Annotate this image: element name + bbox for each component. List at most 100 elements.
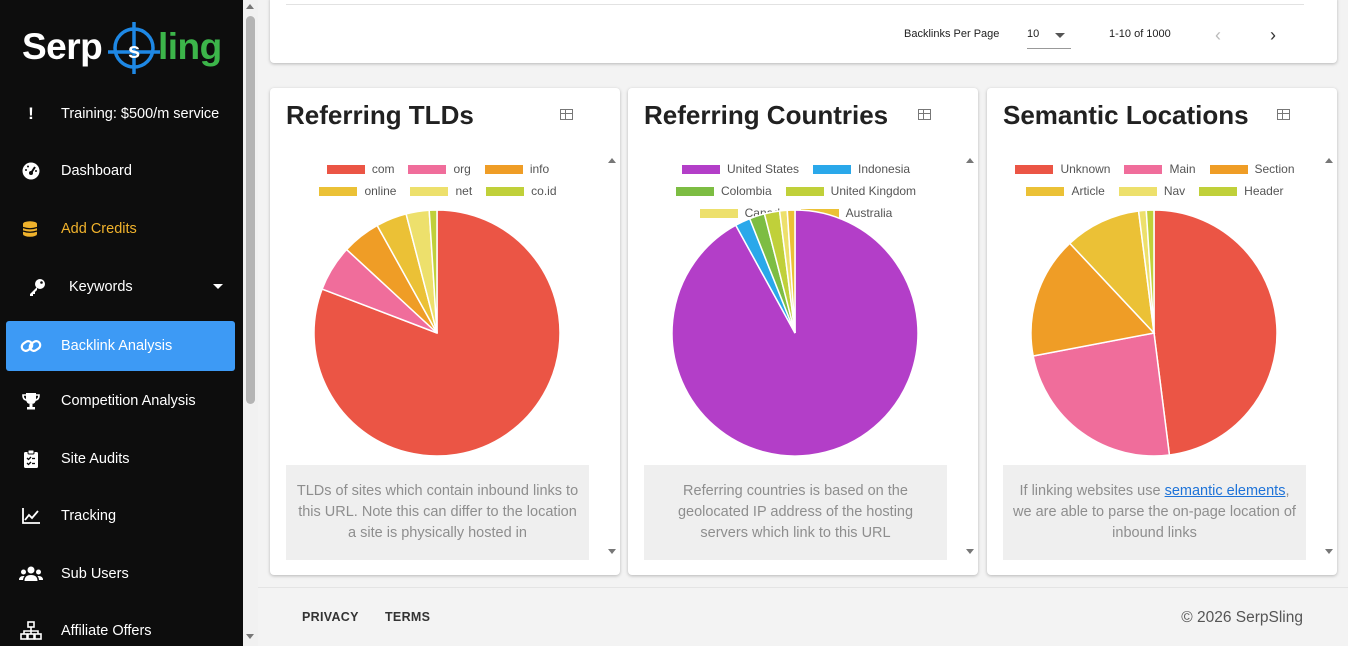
chart-description: TLDs of sites which contain inbound link…	[286, 465, 589, 560]
sidebar-item-keywords[interactable]: Keywords	[6, 262, 235, 312]
sidebar-item-dashboard[interactable]: Dashboard	[6, 146, 235, 196]
speedometer-icon	[6, 161, 56, 181]
copyright-text: © 2026 SerpSling	[1181, 609, 1303, 626]
legend-swatch	[484, 164, 523, 174]
legend-item[interactable]: United Kingdom	[785, 184, 916, 198]
legend-swatch	[326, 164, 365, 174]
scroll-up-icon[interactable]	[1325, 158, 1333, 163]
legend-label: info	[529, 162, 550, 176]
legend-swatch	[1124, 164, 1163, 174]
per-page-select[interactable]: 10	[1027, 23, 1071, 49]
sidebar-item-tracking[interactable]: Tracking	[6, 491, 235, 541]
per-page-value: 10	[1027, 28, 1040, 40]
footer: PRIVACY TERMS © 2026 SerpSling	[258, 587, 1348, 646]
legend-item[interactable]: Unknown	[1015, 162, 1110, 176]
legend-label: Indonesia	[858, 162, 911, 176]
scroll-up-icon[interactable]	[966, 158, 974, 163]
scroll-down-icon[interactable]	[246, 634, 254, 639]
legend-item[interactable]: United States	[681, 162, 799, 176]
chart-description: Referring countries is based on the geol…	[644, 465, 947, 560]
legend-item[interactable]: Header	[1199, 184, 1284, 198]
legend-label: Colombia	[720, 184, 772, 198]
sidebar-item-label: Sub Users	[61, 566, 129, 582]
sidebar-item-competition-analysis[interactable]: Competition Analysis	[6, 376, 235, 426]
legend-row: com org info	[270, 162, 606, 176]
pie-slice-section[interactable]	[1030, 242, 1156, 357]
sidebar-item-label: Competition Analysis	[61, 393, 196, 409]
legend-swatch	[1209, 164, 1248, 174]
legend-item[interactable]: Article	[1026, 184, 1105, 198]
terms-link[interactable]: TERMS	[385, 610, 431, 624]
scroll-up-icon[interactable]	[246, 4, 254, 9]
pie-slice-co-id[interactable]	[428, 209, 438, 334]
pie-slice-header[interactable]	[1145, 209, 1155, 334]
scrollbar-thumb[interactable]	[246, 16, 255, 404]
legend-swatch	[785, 186, 824, 196]
key-icon	[6, 277, 56, 297]
link-icon	[6, 336, 56, 356]
referring-tlds-card: Referring TLDs com org info online net co.id …	[270, 88, 620, 575]
legend-item[interactable]: Colombia	[675, 184, 772, 198]
serpsling-logo[interactable]: Serp s ling	[22, 18, 222, 78]
legend-label: United States	[726, 162, 799, 176]
table-view-icon[interactable]	[1277, 109, 1290, 120]
legend-label: online	[364, 184, 397, 198]
pie-chart	[671, 209, 919, 457]
sidebar-item-label: Dashboard	[61, 163, 132, 179]
sidebar-item-label: Keywords	[69, 279, 133, 295]
scroll-up-icon[interactable]	[608, 158, 616, 163]
crosshair-icon: s	[108, 22, 160, 74]
sidebar-item-label: Backlink Analysis	[61, 338, 173, 354]
legend-swatch	[1026, 186, 1065, 196]
sidebar-item-training[interactable]: ! Training: $500/m service	[6, 89, 235, 139]
semantic-elements-link[interactable]: semantic elements	[1164, 483, 1286, 499]
page-scrollbar[interactable]	[243, 0, 258, 646]
pie-slice-australia[interactable]	[786, 209, 796, 334]
logo-text-s: s	[128, 38, 140, 63]
privacy-link[interactable]: PRIVACY	[302, 610, 359, 624]
referring-countries-card: Referring Countries United States Indones…	[628, 88, 978, 575]
legend-label: Section	[1254, 162, 1295, 176]
scroll-down-icon[interactable]	[1325, 549, 1333, 554]
legend-swatch	[699, 208, 738, 218]
legend-item[interactable]: com	[326, 162, 394, 176]
clipboard-icon	[6, 449, 56, 469]
chevron-left-icon[interactable]: ‹	[1215, 25, 1221, 45]
table-view-icon[interactable]	[560, 109, 573, 120]
sidebar-item-sub-users[interactable]: Sub Users	[6, 549, 235, 599]
legend-item[interactable]: Nav	[1118, 184, 1186, 198]
pie-slice-unknown[interactable]	[1153, 209, 1278, 456]
legend-swatch	[675, 186, 714, 196]
legend-swatch	[410, 186, 449, 196]
legend-item[interactable]: net	[410, 184, 472, 198]
legend-label: Nav	[1163, 184, 1186, 198]
sidebar-item-affiliate-offers[interactable]: Affiliate Offers	[6, 606, 235, 646]
legend-item[interactable]: Main	[1124, 162, 1196, 176]
legend-item[interactable]: info	[484, 162, 550, 176]
sidebar-item-site-audits[interactable]: Site Audits	[6, 434, 235, 484]
sidebar-item-backlink-analysis[interactable]: Backlink Analysis	[6, 321, 235, 371]
legend-item[interactable]: Section	[1209, 162, 1295, 176]
legend-item[interactable]: co.id	[486, 184, 557, 198]
legend-swatch	[408, 164, 447, 174]
per-page-label: Backlinks Per Page	[904, 28, 1000, 40]
sidebar-item-label: Affiliate Offers	[61, 623, 152, 639]
chevron-right-icon[interactable]: ›	[1270, 25, 1276, 45]
table-view-icon[interactable]	[918, 109, 931, 120]
chart-description: If linking websites use semantic element…	[1003, 465, 1306, 560]
sitemap-icon	[6, 621, 56, 641]
sidebar: Serp s ling ! Training: $500/m service D…	[0, 0, 243, 646]
card-title: Semantic Locations	[1003, 100, 1249, 130]
pie-slice-article[interactable]	[1068, 210, 1156, 336]
legend-item[interactable]: org	[408, 162, 471, 176]
scroll-down-icon[interactable]	[608, 549, 616, 554]
legend-item[interactable]: online	[319, 184, 396, 198]
pie-slice-main[interactable]	[1032, 332, 1171, 457]
legend-swatch	[1015, 164, 1054, 174]
scroll-down-icon[interactable]	[966, 549, 974, 554]
legend-item[interactable]: Indonesia	[813, 162, 910, 176]
sidebar-item-add-credits[interactable]: Add Credits	[6, 204, 235, 254]
trophy-icon	[6, 391, 56, 411]
legend-label: Article	[1071, 184, 1105, 198]
legend-swatch	[1199, 186, 1238, 196]
